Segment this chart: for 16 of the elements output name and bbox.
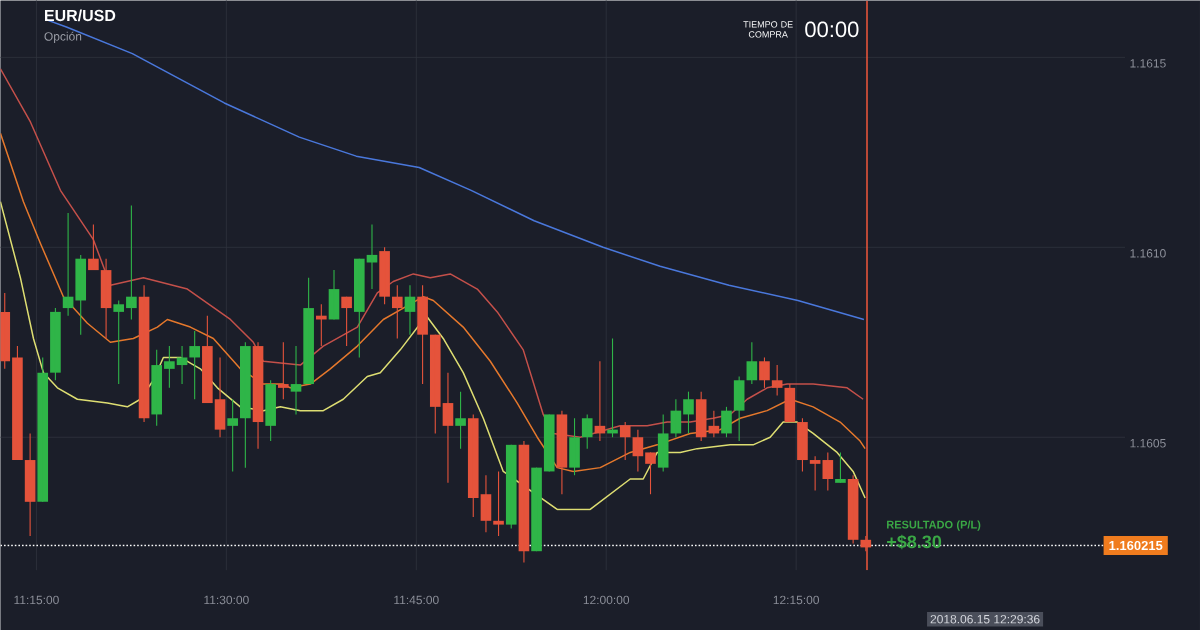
annotation: 00:00	[805, 21, 859, 38]
x-tick-label: 11:15:00	[14, 595, 59, 605]
y-tick-label: 1.1610	[1130, 248, 1166, 258]
x-tick-label: 12:15:00	[773, 595, 820, 605]
y-tick-label: 1.1605	[1130, 438, 1166, 448]
text: 2018.06.15 12:29:36	[930, 614, 1040, 624]
x-tick-label: 11:45:00	[394, 595, 439, 605]
annotation: TIEMPO DE COMPRA	[743, 21, 793, 38]
y-tick-label: 1.1615	[1130, 59, 1166, 68]
ref-line-label: 1.160215	[1109, 540, 1163, 551]
x-tick-label: 11:30:00	[204, 595, 249, 605]
annotation: +$8.30	[887, 534, 942, 550]
annotation: RESULTADO (P/L)	[887, 520, 981, 531]
x-tick-label: 12:00:00	[583, 595, 630, 605]
text: Opción	[44, 31, 82, 43]
chart-title: EUR/USD	[44, 9, 116, 22]
